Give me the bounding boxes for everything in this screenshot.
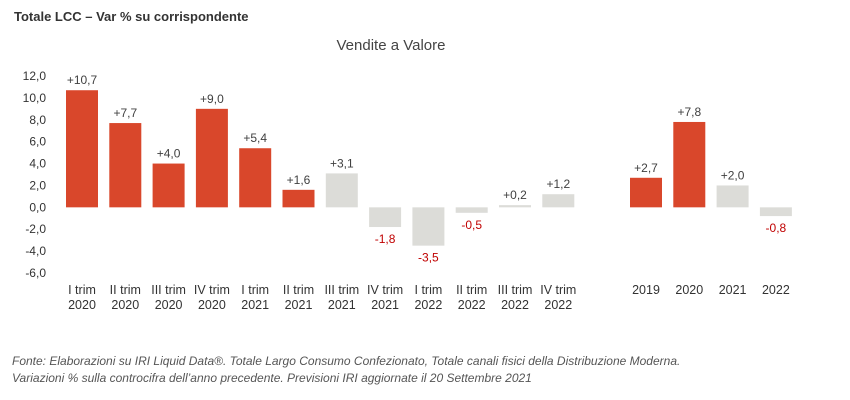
y-tick-label: 6,0 [29, 135, 46, 149]
x-tick-label: 2020 [675, 283, 703, 297]
x-tick-label: 2020 [155, 298, 183, 312]
x-tick-label: 2022 [414, 298, 442, 312]
data-label: +5,4 [243, 131, 267, 145]
bar [325, 173, 358, 208]
y-tick-label: -4,0 [25, 244, 46, 258]
bars-layer [66, 90, 792, 246]
x-tick-label: I trim [68, 283, 96, 297]
y-tick-label: 2,0 [29, 178, 46, 192]
x-tick-label: II trim [456, 283, 487, 297]
bar [759, 207, 792, 217]
x-tick-label: IV trim [194, 283, 230, 297]
data-label: +2,7 [634, 161, 658, 175]
x-tick-label: 2020 [68, 298, 96, 312]
x-tick-label: 2020 [198, 298, 226, 312]
x-tick-label: I trim [415, 283, 443, 297]
chart-title: Vendite a Valore [337, 37, 446, 54]
data-label: +1,2 [546, 177, 570, 191]
bar [499, 205, 531, 208]
y-tick-label: -2,0 [25, 222, 46, 236]
footnote-source: Fonte: Elaborazioni su IRI Liquid Data®.… [12, 354, 681, 368]
data-label: +4,0 [157, 147, 181, 161]
data-label: +3,1 [330, 156, 354, 170]
x-tick-label: III trim [324, 283, 359, 297]
bar [369, 207, 402, 228]
bar [109, 123, 142, 208]
bar [195, 108, 228, 208]
data-label: -0,5 [461, 218, 482, 232]
bar-chart: Vendite a Valore 12,0 10,0 8,0 6,0 4,0 2,0 0,0… [23, 37, 792, 312]
x-tick-label: 2021 [719, 283, 747, 297]
data-label: +7,7 [113, 106, 137, 120]
bar [673, 121, 706, 208]
data-label: +10,7 [67, 73, 98, 87]
x-tick-label: 2021 [371, 298, 399, 312]
bar [152, 163, 185, 208]
x-tick-label: II trim [283, 283, 314, 297]
x-tick-label: IV trim [367, 283, 403, 297]
x-tick-label: 2021 [328, 298, 356, 312]
x-tick-label: IV trim [540, 283, 576, 297]
data-label: +0,2 [503, 188, 527, 202]
x-tick-label: III trim [151, 283, 186, 297]
x-tick-label: 2021 [285, 298, 313, 312]
bar [239, 148, 272, 208]
y-tick-label: 12,0 [23, 69, 47, 83]
x-tick-label: 2020 [111, 298, 139, 312]
bar [412, 207, 445, 246]
x-tick-label: 2021 [241, 298, 269, 312]
data-label: -3,5 [418, 251, 439, 265]
chart-header-title: Totale LCC – Var % su corrispondente [14, 9, 249, 24]
bar [716, 185, 749, 208]
x-tick-label: 2022 [501, 298, 529, 312]
bar [542, 194, 575, 208]
y-tick-label: 8,0 [29, 113, 46, 127]
bar [282, 189, 315, 208]
data-label: +2,0 [721, 168, 745, 182]
data-label: +1,6 [287, 173, 311, 187]
data-labels-layer: +10,7 +7,7 +4,0 +9,0 +5,4 +1,6 +3,1 -1,8 -3,5 -0,… [67, 73, 787, 264]
x-tick-label: 2022 [544, 298, 572, 312]
data-label: -0,8 [766, 221, 787, 235]
data-label: +7,8 [677, 105, 701, 119]
y-tick-label: 4,0 [29, 157, 46, 171]
x-tick-label: 2019 [632, 283, 660, 297]
bar [630, 177, 662, 208]
footnote-notes: Variazioni % sulla controcifra dell’anno… [12, 371, 532, 385]
x-tick-label: 2022 [762, 283, 790, 297]
y-tick-label: 0,0 [29, 200, 46, 214]
bar [455, 207, 488, 213]
y-tick-label: -6,0 [25, 266, 46, 280]
y-axis: 12,0 10,0 8,0 6,0 4,0 2,0 0,0 -2,0 -4,0 -6,0 [23, 69, 47, 280]
data-label: +9,0 [200, 92, 224, 106]
x-tick-label: II trim [110, 283, 141, 297]
x-tick-label: III trim [498, 283, 533, 297]
bar [66, 90, 98, 208]
x-tick-label: I trim [241, 283, 269, 297]
x-tick-label: 2022 [458, 298, 486, 312]
y-tick-label: 10,0 [23, 91, 47, 105]
data-label: -1,8 [375, 232, 396, 246]
